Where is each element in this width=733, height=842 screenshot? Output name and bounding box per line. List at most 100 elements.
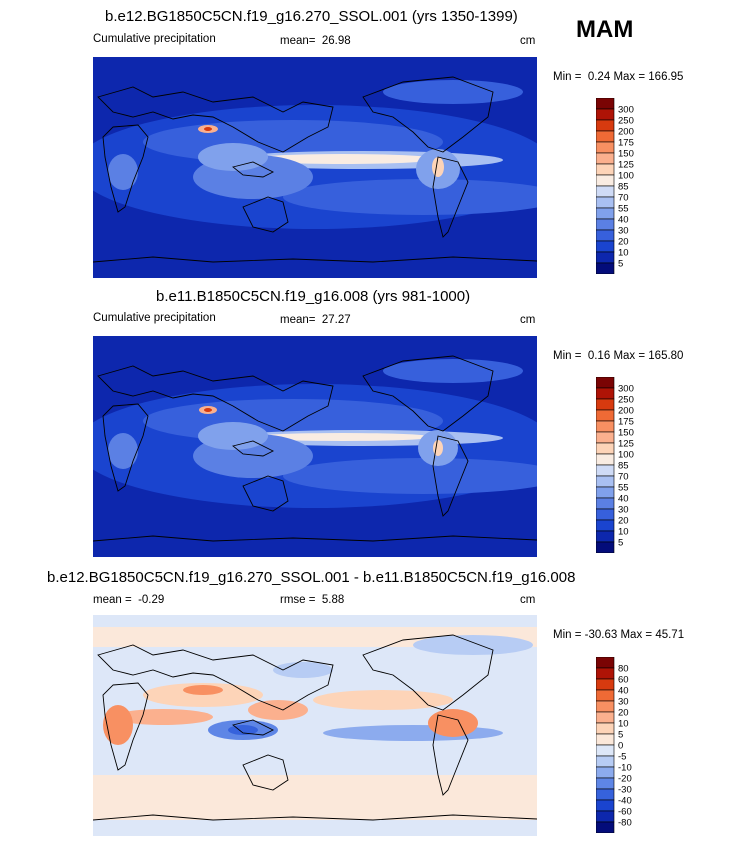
panel2-colorbar-label: 85: [618, 461, 629, 472]
panel1-max-value: 166.95: [648, 71, 684, 83]
panel2-colorbar-label: 300: [618, 384, 634, 395]
panel3-max-value: 45.71: [655, 629, 685, 641]
panel3-map: [93, 615, 537, 836]
panel2-colorbar-box: [596, 431, 615, 444]
panel2-colorbar-box: [596, 464, 615, 477]
panel1-colorbar-label: 200: [618, 127, 634, 138]
panel1-left-label: Cumulative precipitation: [93, 33, 216, 45]
panel3-colorbar-box: [596, 744, 615, 757]
panel2-colorbar-box: [596, 530, 615, 543]
panel1-colorbar-box: [596, 119, 615, 132]
panel2-mean: mean= 27.27: [280, 314, 351, 326]
panel2-colorbar-box: [596, 409, 615, 422]
panel2-colorbar-box: [596, 508, 615, 521]
panel1-colorbar-label: 20: [618, 237, 629, 248]
panel2-colorbar-label: 30: [618, 505, 629, 516]
panel3-colorbar-label: -5: [618, 752, 626, 763]
panel3-colorbar-box: [596, 799, 615, 812]
panel1-coastlines: [93, 76, 537, 263]
panel2-colorbar-box: [596, 420, 615, 433]
panel2-max-value: 165.80: [648, 350, 684, 362]
panel3-rmse: rmse = 5.88: [280, 594, 344, 606]
panel3-colorbar-label: 40: [618, 686, 629, 697]
panel3-colorbar-label: 10: [618, 719, 629, 730]
panel2-colorbar-label: 20: [618, 516, 629, 527]
panel1-colorbar-label: 5: [618, 259, 623, 270]
panel2-map-field: [93, 359, 537, 508]
panel2-colorbar-label: 100: [618, 450, 634, 461]
panel1-colorbar-label: 40: [618, 215, 629, 226]
panel3-colorbar-label: 60: [618, 675, 629, 686]
panel3-colorbar-box: [596, 722, 615, 735]
panel3-colorbar-box: [596, 755, 615, 768]
panel2-colorbar-box: [596, 442, 615, 455]
panel1-colorbar-box: [596, 130, 615, 143]
panel2-map: [93, 336, 537, 557]
panel2-colorbar-label: 200: [618, 406, 634, 417]
panel1-colorbar-label: 85: [618, 182, 629, 193]
panel1-colorbar-box: [596, 240, 615, 253]
panel1-colorbar-box: [596, 218, 615, 231]
panel3-colorbar-label: 20: [618, 708, 629, 719]
panel3-colorbar-label: -40: [618, 796, 632, 807]
panel2-colorbar-box: [596, 377, 615, 389]
panel2-colorbar-box: [596, 497, 615, 510]
panel3-minmax: Min = -30.63 Max = 45.71: [553, 629, 684, 641]
panel2-title: b.e11.B1850C5CN.f19_g16.008 (yrs 981-100…: [156, 288, 471, 305]
panel1-colorbar-label: 125: [618, 160, 634, 171]
panel3-colorbar-box: [596, 700, 615, 713]
panel1-mean: mean= 26.98: [280, 35, 351, 47]
panel3-coastlines: [93, 634, 537, 821]
panel2-colorbar-box: [596, 387, 615, 400]
panel1-title: b.e12.BG1850C5CN.f19_g16.270_SSOL.001 (y…: [105, 8, 518, 25]
panel1-colorbar-label: 10: [618, 248, 629, 259]
panel2-mean-value: 27.27: [321, 314, 351, 326]
panel1-colorbar-box: [596, 98, 615, 110]
panel2-min-value: 0.16: [587, 350, 611, 362]
panel2-colorbar-box: [596, 486, 615, 499]
panel3-colorbar-box: [596, 788, 615, 801]
panel1-colorbar-label: 150: [618, 149, 634, 160]
panel3-colorbar-label: 5: [618, 730, 623, 741]
panel3-rmse-value: 5.88: [321, 594, 345, 606]
panel3-map-field: [93, 627, 537, 820]
panel1-colorbar-box: [596, 163, 615, 176]
panel3-title: b.e12.BG1850C5CN.f19_g16.270_SSOL.001 - …: [47, 569, 576, 586]
panel3-mean: mean = -0.29: [93, 594, 164, 606]
panel3-units: cm: [520, 594, 536, 606]
panel2-units: cm: [520, 314, 536, 326]
panel1-colorbar-label: 30: [618, 226, 629, 237]
panel3-colorbar-box: [596, 711, 615, 724]
panel3-rmse-label: rmse =: [280, 594, 316, 606]
panel1-colorbar-label: 250: [618, 116, 634, 127]
panel2-colorbar-label: 250: [618, 395, 634, 406]
season-label: MAM: [576, 16, 634, 43]
panel1-colorbar-box: [596, 152, 615, 165]
panel3-mean-label: mean =: [93, 594, 132, 606]
panel1-colorbar-box: [596, 141, 615, 154]
panel2-colorbar-label: 125: [618, 439, 634, 450]
panel2-colorbar-label: 150: [618, 428, 634, 439]
panel1-map: [93, 57, 537, 278]
panel1-colorbar-label: 55: [618, 204, 629, 215]
panel2-colorbar-label: 55: [618, 483, 629, 494]
panel3-colorbar-label: 30: [618, 697, 629, 708]
panel3-colorbar-box: [596, 821, 615, 833]
panel1-min-value: 0.24: [587, 71, 611, 83]
panel2-min-label: Min =: [553, 350, 582, 362]
panel1-mean-label: mean=: [280, 35, 316, 47]
panel2-colorbar-label: 10: [618, 527, 629, 538]
panel2-colorbar-label: 175: [618, 417, 634, 428]
panel3-colorbar-box: [596, 777, 615, 790]
panel3-colorbar-box: [596, 766, 615, 779]
panel2-minmax: Min = 0.16 Max = 165.80: [553, 350, 683, 362]
panel3-colorbar-label: -60: [618, 807, 632, 818]
panel1-colorbar-box: [596, 262, 615, 274]
panel1-map-field: [93, 80, 537, 229]
panel2-colorbar-box: [596, 398, 615, 411]
panel3-colorbar-box: [596, 733, 615, 746]
panel3-min-value: -30.63: [584, 629, 618, 641]
panel1-colorbar-box: [596, 196, 615, 209]
panel3-colorbar-label: -20: [618, 774, 632, 785]
